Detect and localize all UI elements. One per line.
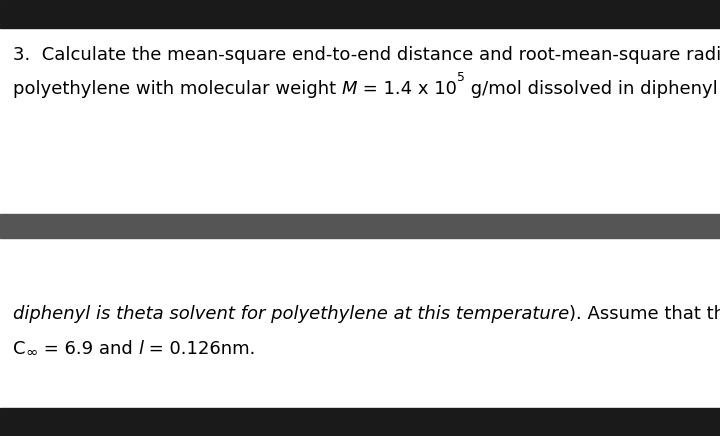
Text: g/mol dissolved in diphenyl at 127.5°C (note:: g/mol dissolved in diphenyl at 127.5°C (… <box>465 80 720 99</box>
Text: polyethylene with molecular weight: polyethylene with molecular weight <box>13 80 342 99</box>
Text: = 0.126nm.: = 0.126nm. <box>143 340 256 358</box>
Text: C: C <box>13 340 25 358</box>
Bar <box>0 408 720 436</box>
Text: = 6.9 and: = 6.9 and <box>37 340 138 358</box>
Bar <box>0 214 720 238</box>
Text: l: l <box>138 340 143 358</box>
Text: ∞: ∞ <box>25 345 37 360</box>
Text: = 1.4 x 10: = 1.4 x 10 <box>357 80 457 99</box>
Text: 5: 5 <box>457 71 465 84</box>
Bar <box>0 0 720 28</box>
Text: ). Assume that the characteristic ratio: ). Assume that the characteristic ratio <box>570 305 720 323</box>
Text: diphenyl is theta solvent for polyethylene at this temperature: diphenyl is theta solvent for polyethyle… <box>13 305 570 323</box>
Text: 3.  Calculate the mean-square end-to-end distance and root-mean-square radius of: 3. Calculate the mean-square end-to-end … <box>13 45 720 64</box>
Text: M: M <box>342 80 357 99</box>
